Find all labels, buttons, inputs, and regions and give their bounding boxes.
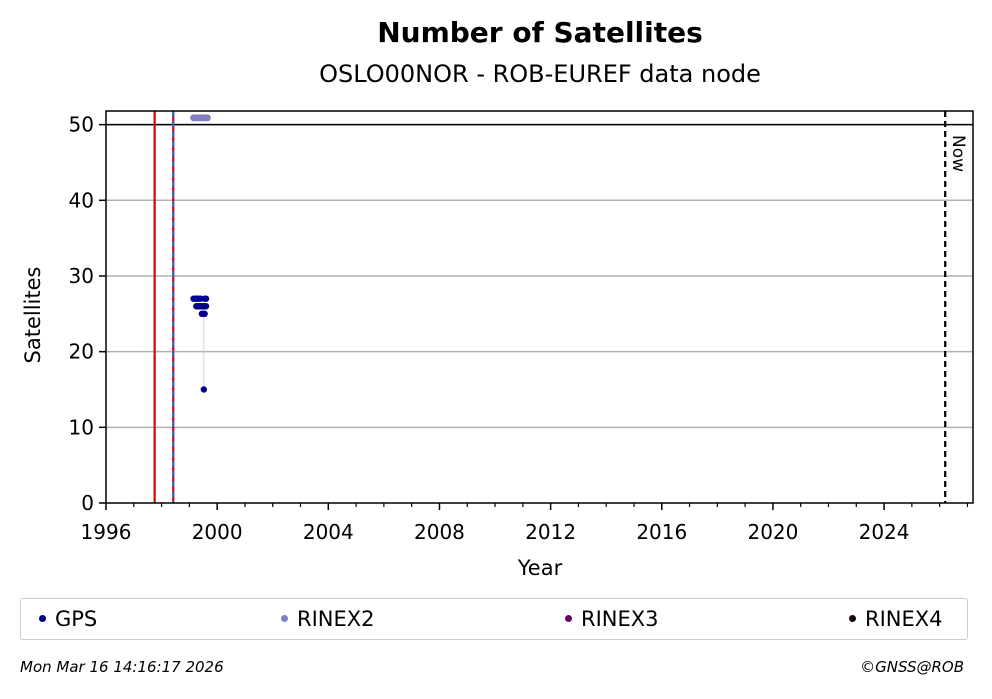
x-tick-label: 2008: [414, 520, 465, 544]
point-gps: [200, 386, 208, 393]
point-gps: [201, 310, 208, 318]
x-tick-label: 2024: [859, 520, 910, 544]
legend-label-rinex3: RINEX3: [581, 607, 659, 631]
legend-item-rinex3: RINEX3: [565, 607, 659, 631]
satellites-chart: Number of Satellites OSLO00NOR - ROB-EUR…: [21, 16, 974, 580]
x-tick-label: 1996: [81, 520, 132, 544]
legend-item-rinex4: RINEX4: [849, 607, 943, 631]
chart-title: Number of Satellites: [377, 16, 703, 49]
data-points: [190, 114, 211, 393]
y-tick-label: 10: [69, 415, 94, 439]
y-tick-label: 30: [69, 264, 94, 288]
point-rinex2: [204, 114, 211, 122]
y-tick-label: 20: [69, 340, 94, 364]
chart-subtitle: OSLO00NOR - ROB-EUREF data node: [319, 60, 761, 88]
y-axis-label: Satellites: [21, 267, 45, 364]
y-tick-label: 40: [69, 188, 94, 212]
reference-lines: Now: [106, 111, 973, 503]
legend: GPS RINEX2 RINEX3 RINEX4: [20, 598, 968, 640]
legend-item-rinex2: RINEX2: [281, 607, 375, 631]
axis-ticks: 0 10 20 30 40 50 1996 2000 2004 2008 2012 2016 2020 2…: [69, 113, 969, 544]
plot-frame: [105, 110, 974, 504]
x-tick-label: 2012: [525, 520, 576, 544]
x-tick-label: 2020: [747, 520, 798, 544]
y-tick-label: 0: [81, 491, 94, 515]
point-gps: [202, 295, 210, 302]
grid-layer: [106, 123, 973, 429]
legend-item-gps: GPS: [39, 607, 97, 631]
legend-marker-rinex4: [849, 614, 856, 622]
legend-label-rinex4: RINEX4: [865, 607, 943, 631]
legend-marker-rinex3: [565, 614, 572, 622]
legend-label-gps: GPS: [55, 607, 98, 631]
x-tick-label: 2000: [192, 520, 243, 544]
legend-marker-gps: [39, 614, 46, 622]
legend-label-rinex2: RINEX2: [297, 607, 375, 631]
footer-credit: ©GNSS@ROB: [860, 658, 964, 676]
x-tick-label: 2016: [636, 520, 687, 544]
legend-marker-rinex2: [281, 614, 288, 622]
point-gps: [202, 303, 210, 310]
y-tick-label: 50: [69, 113, 94, 137]
x-tick-label: 2004: [303, 520, 354, 544]
now-label: Now: [948, 135, 968, 172]
x-axis-label: Year: [517, 556, 563, 580]
footer-timestamp: Mon Mar 16 14:16:17 2026: [20, 658, 224, 676]
